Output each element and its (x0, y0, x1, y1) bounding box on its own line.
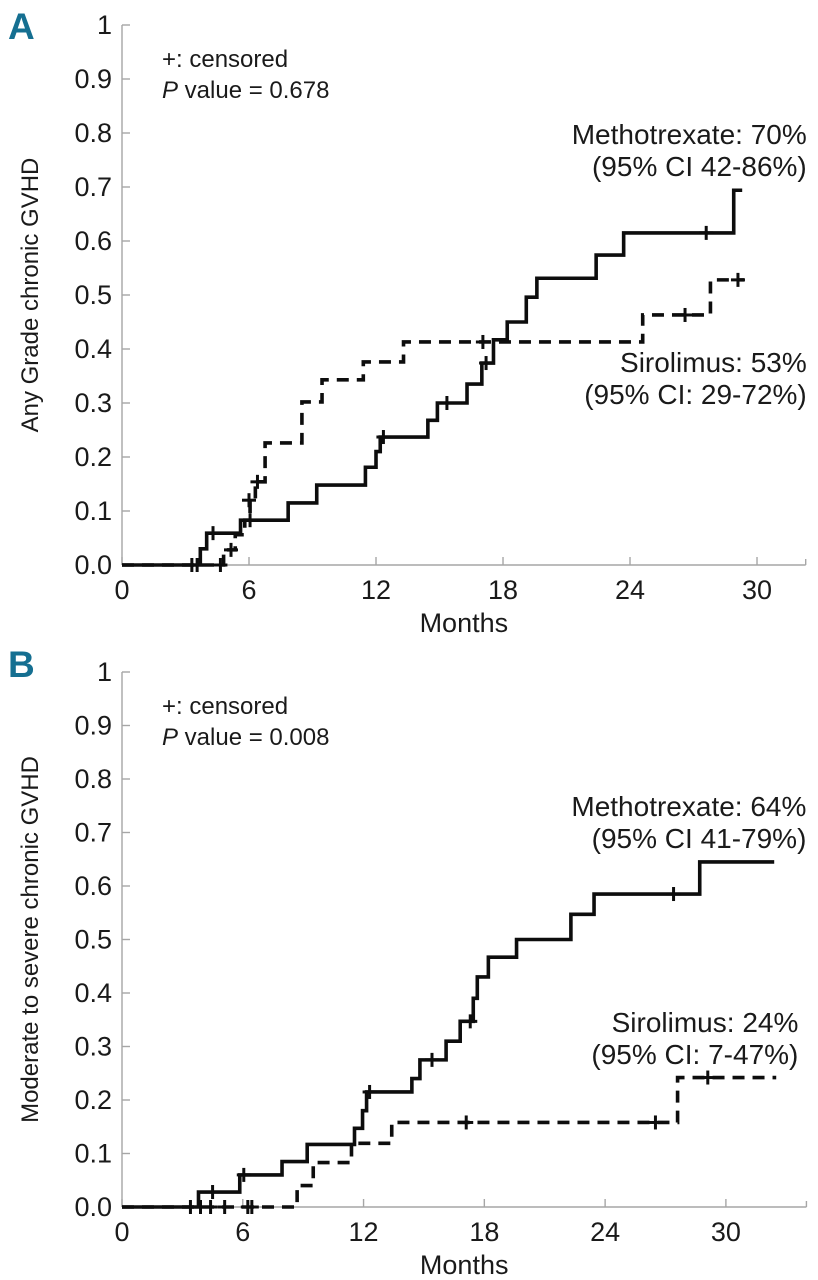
p-value-note: P value = 0.008 (162, 724, 329, 751)
y-tick-label: 0.4 (74, 334, 112, 364)
x-tick-label: 6 (241, 575, 256, 605)
y-tick-label: 0.7 (74, 818, 112, 848)
censor-mark-sirolimus (648, 1115, 663, 1130)
x-tick-label: 18 (469, 1217, 499, 1247)
y-axis-title: Moderate to severe chronic GVHD (17, 756, 44, 1123)
x-tick-label: 6 (235, 1217, 250, 1247)
panel-a-label: A (8, 6, 35, 47)
censor-mark-methotrexate (236, 1167, 251, 1182)
series-ci-methotrexate: (95% CI 42-86%) (592, 151, 807, 182)
y-tick-label: 0.6 (74, 871, 112, 901)
censor-mark-sirolimus (250, 474, 265, 489)
series-ci-methotrexate: (95% CI 41-79%) (592, 823, 807, 854)
x-tick-label: 0 (114, 1217, 129, 1247)
censor-mark-methotrexate (205, 1185, 220, 1200)
p-value-text: value = 0.678 (178, 77, 329, 104)
y-tick-label: 0.9 (74, 711, 112, 741)
censor-mark-sirolimus (244, 1200, 259, 1214)
y-tick-label: 0.1 (74, 496, 112, 526)
x-axis-title: Months (420, 608, 509, 638)
censor-mark-methotrexate (699, 225, 714, 240)
censor-mark-sirolimus (678, 307, 693, 322)
censor-mark-methotrexate (479, 356, 494, 371)
y-tick-label: 0.5 (74, 925, 112, 955)
y-tick-label: 0.7 (74, 172, 112, 202)
y-tick-label: 1 (97, 657, 112, 687)
x-tick-label: 0 (114, 575, 129, 605)
series-label-methotrexate: Methotrexate: 64% (571, 791, 806, 822)
curve-methotrexate (122, 188, 743, 567)
y-tick-label: 0.2 (74, 442, 112, 472)
y-tick-label: 1 (97, 10, 112, 40)
censored-note: +: censored (162, 46, 288, 73)
censor-mark-sirolimus (203, 1200, 218, 1214)
y-tick-label: 0.8 (74, 764, 112, 794)
censor-mark-sirolimus (213, 558, 228, 572)
curve-sirolimus (122, 278, 745, 567)
x-tick-label: 30 (711, 1217, 741, 1247)
x-tick-label: 18 (488, 575, 518, 605)
y-tick-label: 0.4 (74, 978, 112, 1008)
series-ci-sirolimus: (95% CI: 29-72%) (584, 379, 807, 410)
y-tick-label: 0.5 (74, 280, 112, 310)
y-tick-label: 0.3 (74, 388, 112, 418)
x-tick-label: 12 (349, 1217, 379, 1247)
y-tick-label: 0.8 (74, 118, 112, 148)
censored-note: +: censored (162, 693, 288, 720)
y-tick-label: 0.6 (74, 226, 112, 256)
series-label-sirolimus: Sirolimus: 24% (612, 1007, 799, 1038)
y-tick-label: 0.0 (74, 550, 112, 580)
censor-mark-sirolimus (217, 1200, 232, 1214)
y-tick-label: 0.2 (74, 1085, 112, 1115)
panel-b-chart: 0 6 12 18 24 30 0.0 0.1 0.2 0.3 0.4 0.5 0.6 0.7 0.8 0.9… (17, 657, 808, 1280)
censor-mark-methotrexate (666, 887, 681, 902)
x-tick-label: 24 (590, 1217, 620, 1247)
panel-a-chart: 0 6 12 18 24 30 0.0 0.1 0.2 0.3 0.4 0.5 0.6 0.7 0.8 0.9… (17, 10, 807, 638)
censor-mark-methotrexate (376, 430, 391, 445)
series-label-methotrexate: Methotrexate: 70% (572, 119, 807, 150)
x-tick-label: 24 (615, 575, 645, 605)
censor-mark-sirolimus (700, 1070, 715, 1085)
y-tick-label: 0.3 (74, 1032, 112, 1062)
p-value-symbol: P (162, 77, 178, 104)
censor-mark-methotrexate (425, 1052, 440, 1067)
series-label-sirolimus: Sirolimus: 53% (620, 347, 807, 378)
p-value-symbol: P (162, 724, 178, 751)
censor-mark-methotrexate (439, 396, 454, 410)
censor-mark-methotrexate (463, 1014, 478, 1029)
y-tick-label: 0.9 (74, 64, 112, 94)
y-axis-title: Any Grade chronic GVHD (17, 158, 44, 433)
x-axis-title: Months (420, 1250, 509, 1280)
censor-mark-sirolimus (459, 1115, 474, 1130)
panel-b-label: B (8, 644, 35, 685)
x-tick-label: 12 (361, 575, 391, 605)
censor-mark-sirolimus (242, 493, 257, 508)
x-tick-label: 30 (742, 575, 772, 605)
p-value-text: value = 0.008 (178, 724, 329, 751)
censor-mark-methotrexate (206, 526, 221, 541)
y-tick-label: 0.0 (74, 1192, 112, 1222)
curve-sirolimus (122, 1075, 777, 1209)
censor-mark-sirolimus (475, 334, 490, 349)
series-ci-sirolimus: (95% CI: 7-47%) (591, 1039, 798, 1070)
p-value-note: P value = 0.678 (162, 77, 329, 104)
censor-mark-sirolimus (730, 272, 745, 287)
y-tick-label: 0.1 (74, 1139, 112, 1169)
censor-mark-methotrexate (362, 1084, 377, 1099)
censor-mark-sirolimus (224, 542, 239, 557)
